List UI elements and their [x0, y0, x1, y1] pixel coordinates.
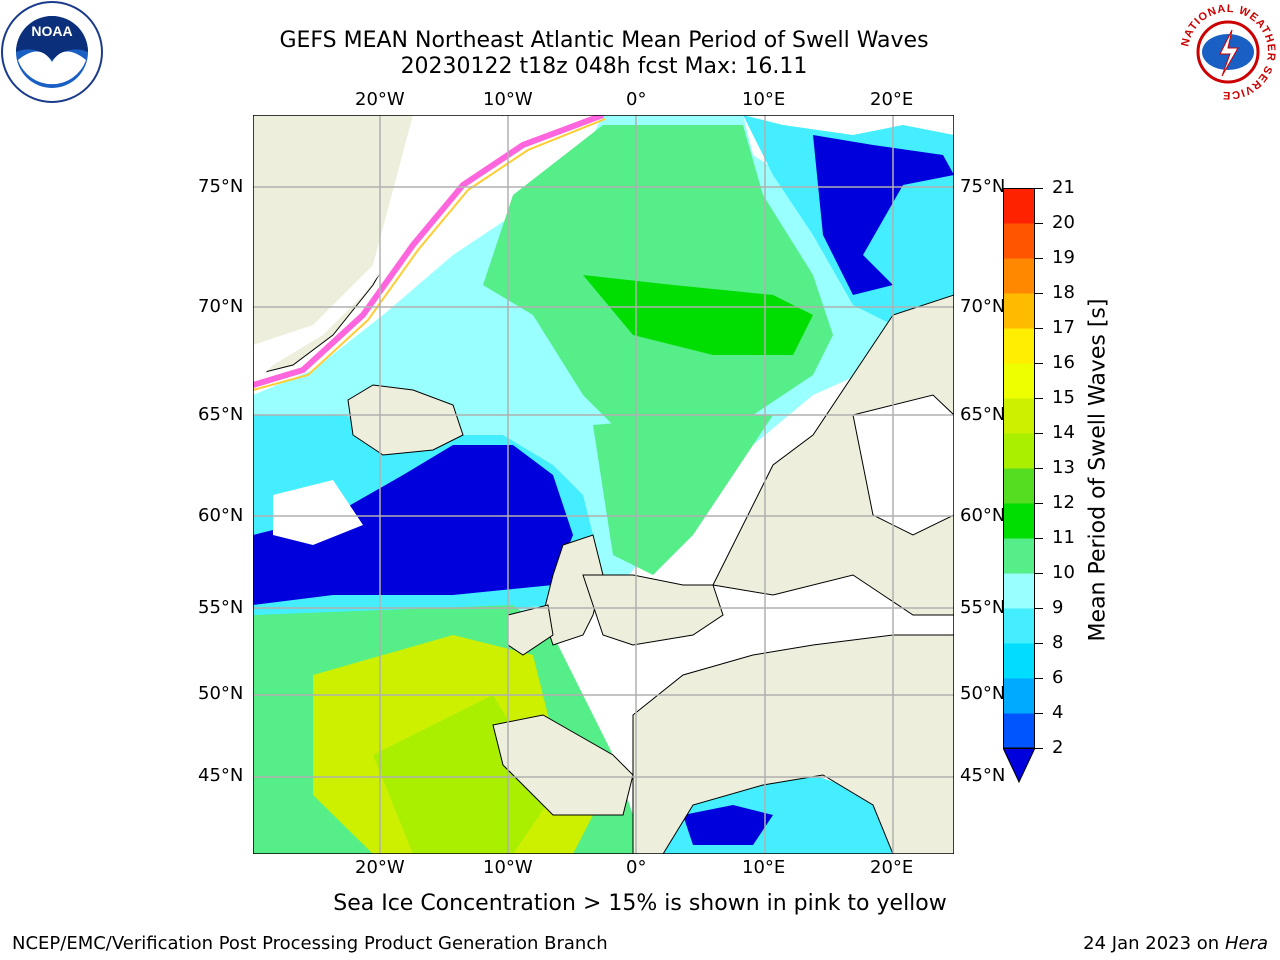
- lon-label-bottom: 20°E: [870, 857, 914, 878]
- lat-label-right: 50°N: [960, 683, 1006, 704]
- lon-label-bottom: 10°E: [742, 857, 786, 878]
- lat-label-left: 75°N: [198, 176, 244, 197]
- lon-label-top: 10°W: [483, 89, 533, 110]
- lat-label-right: 60°N: [960, 505, 1006, 526]
- lat-label-left: 55°N: [198, 597, 244, 618]
- lat-label-right: 55°N: [960, 597, 1006, 618]
- lat-label-right: 45°N: [960, 765, 1006, 786]
- colorbar-segment: [1003, 433, 1035, 469]
- lat-label-left: 60°N: [198, 505, 244, 526]
- lat-label-left: 50°N: [198, 683, 244, 704]
- colorbar-segment: [1003, 608, 1035, 644]
- colorbar-tick: [1035, 188, 1043, 189]
- colorbar-tick: [1035, 748, 1043, 749]
- colorbar-tick-label: 2: [1052, 737, 1064, 758]
- colorbar-segment: [1003, 573, 1035, 609]
- colorbar-tick: [1035, 293, 1043, 294]
- footer-credit: NCEP/EMC/Verification Post Processing Pr…: [12, 933, 608, 954]
- colorbar-tick-label: 9: [1052, 597, 1064, 618]
- colorbar-extend-arrow: [1003, 747, 1035, 783]
- colorbar-segment: [1003, 223, 1035, 259]
- colorbar-tick-label: 13: [1052, 457, 1075, 478]
- lat-label-right: 75°N: [960, 176, 1006, 197]
- colorbar-tick-label: 14: [1052, 422, 1075, 443]
- colorbar-segment: [1003, 713, 1035, 749]
- colorbar-tick: [1035, 468, 1043, 469]
- footer-date-text: 24 Jan 2023 on: [1083, 933, 1225, 954]
- svg-text:NOAA: NOAA: [31, 23, 72, 39]
- lat-label-right: 70°N: [960, 296, 1006, 317]
- map-caption: Sea Ice Concentration > 15% is shown in …: [333, 891, 947, 916]
- lon-label-bottom: 20°W: [355, 857, 405, 878]
- colorbar-tick: [1035, 678, 1043, 679]
- colorbar-tick-label: 21: [1052, 177, 1075, 198]
- colorbar-tick-label: 18: [1052, 282, 1075, 303]
- chart-title: GEFS MEAN Northeast Atlantic Mean Period…: [279, 28, 929, 53]
- footer-host: Hera: [1224, 933, 1268, 954]
- colorbar-segment: [1003, 188, 1035, 224]
- colorbar: [1003, 188, 1035, 783]
- colorbar-segment: [1003, 643, 1035, 679]
- colorbar-tick: [1035, 643, 1043, 644]
- colorbar-tick-label: 12: [1052, 492, 1075, 513]
- colorbar-tick: [1035, 398, 1043, 399]
- colorbar-segment: [1003, 293, 1035, 329]
- lat-label-left: 70°N: [198, 296, 244, 317]
- colorbar-tick: [1035, 538, 1043, 539]
- colorbar-tick: [1035, 608, 1043, 609]
- colorbar-tick-label: 8: [1052, 632, 1064, 653]
- lon-label-top: 10°E: [742, 89, 786, 110]
- colorbar-tick-label: 6: [1052, 667, 1064, 688]
- colorbar-tick-label: 16: [1052, 352, 1075, 373]
- colorbar-tick: [1035, 433, 1043, 434]
- colorbar-tick: [1035, 573, 1043, 574]
- colorbar-tick: [1035, 258, 1043, 259]
- lon-label-top: 20°W: [355, 89, 405, 110]
- noaa-logo: NOAA: [1, 1, 103, 103]
- colorbar-tick: [1035, 363, 1043, 364]
- lon-label-top: 20°E: [870, 89, 914, 110]
- colorbar-frame: [1003, 188, 1035, 749]
- lon-label-bottom: 10°W: [483, 857, 533, 878]
- colorbar-segment: [1003, 538, 1035, 574]
- colorbar-segment: [1003, 363, 1035, 399]
- colorbar-segment: [1003, 678, 1035, 714]
- chart-subtitle: 20230122 t18z 048h fcst Max: 16.11: [400, 54, 808, 79]
- colorbar-segment: [1003, 398, 1035, 434]
- colorbar-tick-label: 15: [1052, 387, 1075, 408]
- swell-period-map: [253, 115, 954, 854]
- lat-label-right: 65°N: [960, 404, 1006, 425]
- lon-label-top: 0°: [626, 89, 647, 110]
- colorbar-tick: [1035, 503, 1043, 504]
- colorbar-segment: [1003, 258, 1035, 294]
- colorbar-tick-label: 20: [1052, 212, 1075, 233]
- colorbar-tick-label: 19: [1052, 247, 1075, 268]
- colorbar-tick: [1035, 328, 1043, 329]
- colorbar-tick-label: 10: [1052, 562, 1075, 583]
- lon-label-bottom: 0°: [626, 857, 647, 878]
- lat-label-left: 45°N: [198, 765, 244, 786]
- colorbar-tick-label: 11: [1052, 527, 1075, 548]
- lat-label-left: 65°N: [198, 404, 244, 425]
- colorbar-tick-label: 4: [1052, 702, 1064, 723]
- colorbar-tick-label: 17: [1052, 317, 1075, 338]
- colorbar-tick: [1035, 223, 1043, 224]
- footer-date: 24 Jan 2023 on Hera: [1083, 933, 1268, 954]
- nws-logo: NATIONAL WEATHER SERVICE: [1179, 3, 1276, 101]
- colorbar-title: Mean Period of Swell Waves [s]: [1085, 298, 1111, 642]
- colorbar-segment: [1003, 468, 1035, 504]
- colorbar-segment: [1003, 503, 1035, 539]
- colorbar-segment: [1003, 328, 1035, 364]
- colorbar-tick: [1035, 713, 1043, 714]
